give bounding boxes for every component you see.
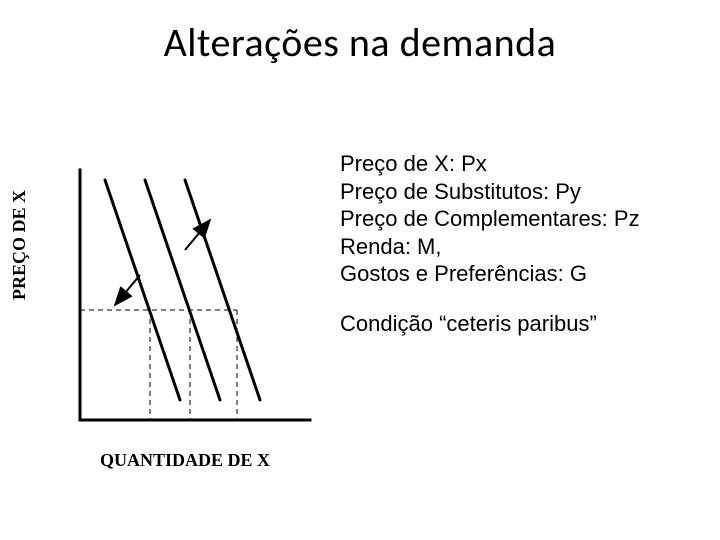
ceteris-paribus: Condição “ceteris paribus” <box>340 310 700 338</box>
text-line: Preço de X: Px <box>340 150 700 178</box>
text-line: Gostos e Preferências: G <box>340 260 700 288</box>
slide-title: Alterações na demanda <box>0 18 720 67</box>
variables-text: Preço de X: Px Preço de Substitutos: Py … <box>340 150 700 337</box>
text-line: Renda: M, <box>340 233 700 261</box>
y-axis-label: PREÇO DE X <box>9 190 30 300</box>
demand-chart: PREÇO DE X QUANTIDADE DE X <box>40 150 340 450</box>
text-line: Preço de Complementares: Pz <box>340 205 700 233</box>
text-line: Preço de Substitutos: Py <box>340 178 700 206</box>
x-axis-label: QUANTIDADE DE X <box>100 450 270 471</box>
